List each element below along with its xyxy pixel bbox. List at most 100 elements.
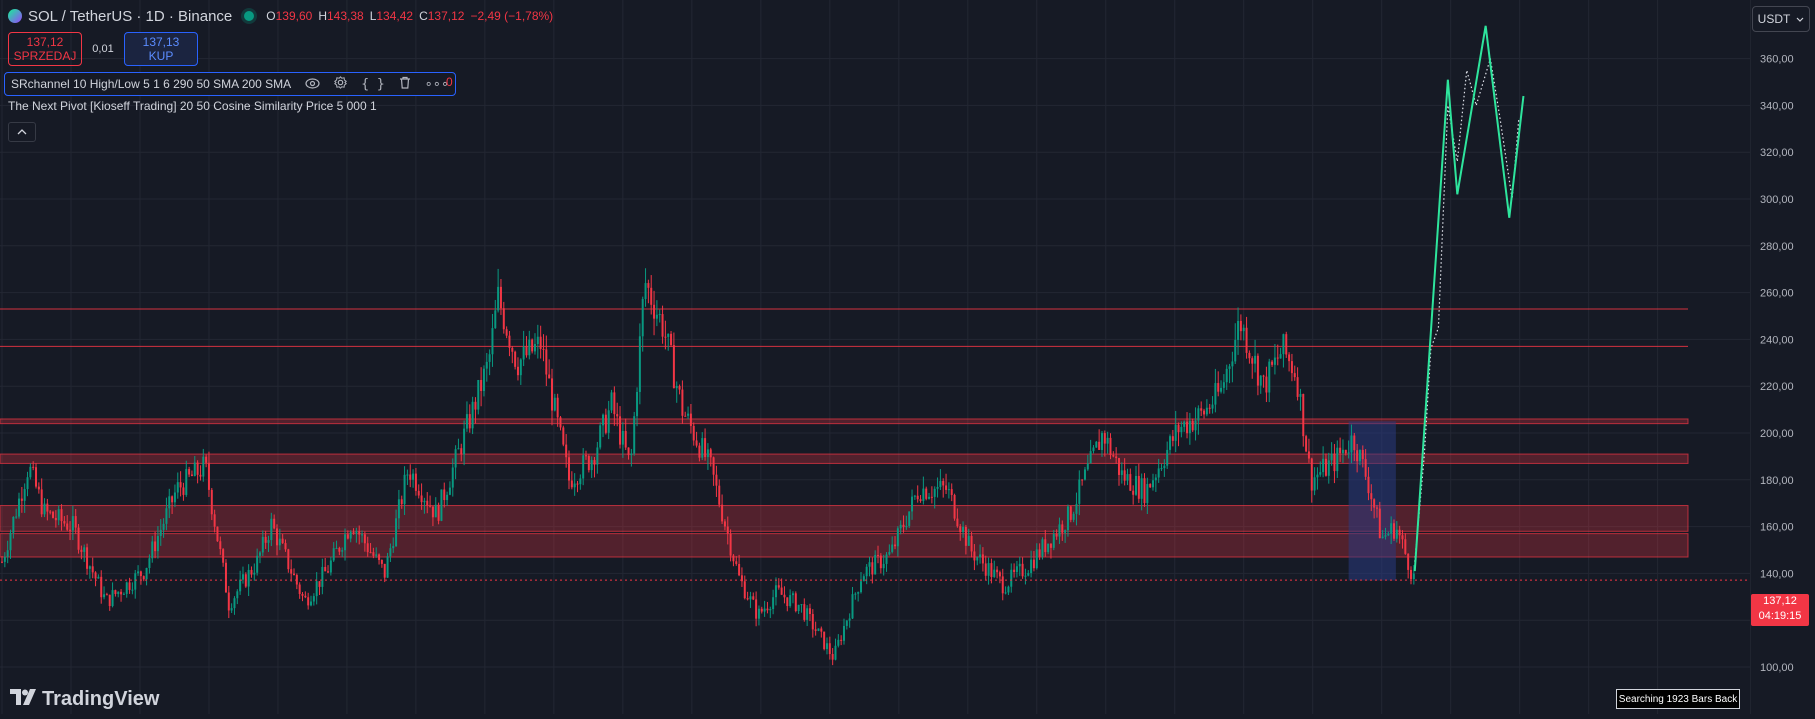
- indicator-next-pivot[interactable]: The Next Pivot [Kioseff Trading] 20 50 C…: [8, 99, 377, 113]
- candle-body: [757, 608, 760, 619]
- candle-body: [1276, 357, 1279, 359]
- candle-body: [661, 314, 664, 337]
- ohlc-close-key: C: [419, 9, 428, 23]
- candle-body: [205, 456, 208, 463]
- candle-body: [1353, 435, 1356, 451]
- candle-body: [1305, 436, 1308, 452]
- candle-body: [63, 521, 66, 524]
- candle-body: [899, 524, 902, 529]
- buy-price: 137,13: [142, 35, 180, 49]
- candle-body: [1333, 453, 1336, 472]
- price-chart[interactable]: [0, 0, 1750, 714]
- sell-button[interactable]: 137,12 SPRZEDAJ: [8, 32, 82, 66]
- candle-body: [392, 546, 395, 549]
- eye-icon[interactable]: [305, 77, 320, 92]
- candle-body: [545, 349, 548, 375]
- candle-body: [1010, 569, 1013, 587]
- candle-body: [273, 518, 276, 529]
- price-axis[interactable]: 360,00 340,00 320,00 300,00 280,00 260,00 240,…: [1749, 0, 1815, 714]
- candle-body: [548, 374, 551, 379]
- candle-body: [1248, 352, 1251, 359]
- candle-body: [1007, 586, 1010, 593]
- candle-body: [233, 598, 236, 609]
- candle-body: [1242, 327, 1245, 332]
- candle-body: [1004, 592, 1007, 594]
- candle-body: [956, 518, 959, 527]
- chevron-up-icon: [17, 129, 27, 135]
- currency-label: USDT: [1757, 12, 1791, 26]
- candle-body: [514, 351, 517, 367]
- buy-button[interactable]: 137,13 KUP: [124, 32, 198, 66]
- price-scale[interactable]: 360,00 340,00 320,00 300,00 280,00 260,00 240,…: [1749, 0, 1815, 714]
- candle-body: [1177, 424, 1180, 433]
- candle-body: [607, 410, 610, 433]
- candle-body: [1296, 377, 1299, 397]
- indicator-srchannel[interactable]: SRchannel 10 High/Low 5 1 6 290 50 SMA 2…: [4, 72, 457, 96]
- candle-body: [1024, 575, 1027, 577]
- candle-body: [888, 551, 891, 555]
- candle-body: [610, 392, 613, 411]
- candle-body: [930, 496, 933, 498]
- candle-body: [185, 469, 188, 495]
- candle-body: [630, 453, 633, 456]
- candle-body: [193, 462, 196, 476]
- candle-body: [287, 549, 290, 570]
- candle-body: [1356, 450, 1359, 462]
- candle-body: [740, 575, 743, 582]
- candle-body: [434, 504, 437, 518]
- price-tick-label: 300,00: [1760, 194, 1794, 206]
- candle-body: [480, 379, 483, 391]
- candle-body: [74, 516, 77, 528]
- candle-body: [831, 653, 834, 660]
- candle-body: [485, 361, 488, 369]
- candle-body: [1049, 543, 1052, 548]
- candle-body: [1310, 458, 1313, 491]
- source-code-icon[interactable]: { }: [361, 76, 385, 92]
- collapse-legend-button[interactable]: [8, 122, 36, 142]
- candle-body: [1132, 490, 1135, 495]
- candle-body: [868, 562, 871, 567]
- candle-body: [1064, 530, 1067, 533]
- candle-body: [962, 526, 965, 533]
- trash-icon[interactable]: [399, 76, 411, 92]
- candle-body: [845, 620, 848, 626]
- indicator-srchannel-value: 0: [446, 75, 453, 89]
- candle-body: [945, 485, 948, 490]
- candle-body: [667, 333, 670, 337]
- candle-body: [1188, 420, 1191, 434]
- candle-body: [562, 427, 565, 445]
- tradingview-brand[interactable]: TradingView: [10, 688, 159, 711]
- candle-body: [638, 336, 641, 392]
- price-tick-label: 200,00: [1760, 428, 1794, 440]
- candle-body: [304, 595, 307, 598]
- candle-body: [60, 509, 63, 522]
- gear-icon[interactable]: [334, 76, 348, 92]
- candle-body: [644, 283, 647, 300]
- candle-body: [1098, 441, 1101, 450]
- candle-body: [936, 486, 939, 489]
- candle-body: [423, 500, 426, 503]
- symbol-title[interactable]: SOL / TetherUS · 1D · Binance: [28, 7, 233, 25]
- candle-body: [1078, 479, 1081, 504]
- candle-body: [395, 518, 398, 547]
- candle-body: [1191, 420, 1194, 431]
- candle-body: [531, 339, 534, 352]
- candle-body: [1205, 407, 1208, 415]
- candle-body: [590, 460, 593, 471]
- candle-body: [947, 489, 950, 491]
- candle-body: [111, 590, 114, 607]
- candle-body: [1169, 436, 1172, 450]
- price-tick-label: 340,00: [1760, 100, 1794, 112]
- currency-selector[interactable]: USDT: [1752, 6, 1810, 32]
- candle-body: [1290, 361, 1293, 374]
- candle-body: [182, 487, 185, 495]
- candle-body: [726, 526, 729, 534]
- candle-body: [258, 552, 261, 556]
- candle-body: [414, 473, 417, 491]
- candle-body: [15, 516, 18, 518]
- candle-body: [49, 511, 52, 513]
- candle-body: [1140, 478, 1143, 499]
- chart-area[interactable]: [0, 0, 1750, 714]
- more-icon[interactable]: ∘∘∘: [424, 76, 450, 91]
- candle-body: [1041, 539, 1044, 557]
